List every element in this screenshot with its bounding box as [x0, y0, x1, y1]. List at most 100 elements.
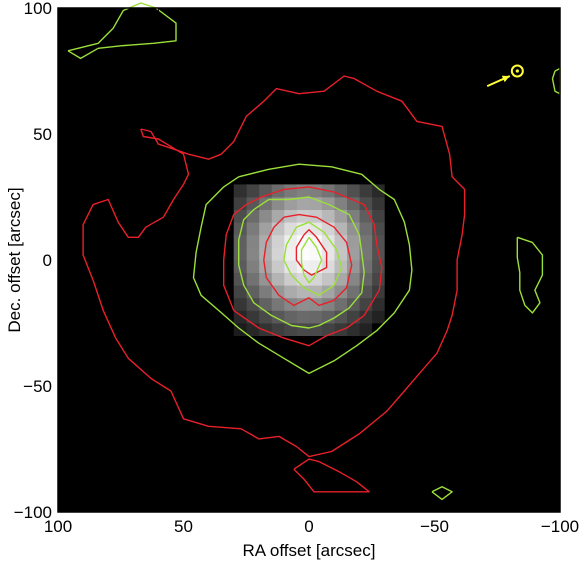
contour-line	[293, 458, 370, 493]
image-pixel	[271, 260, 285, 273]
x-axis-label: RA offset [arcsec]	[243, 541, 376, 560]
image-pixel	[346, 184, 360, 198]
y-tick-label: −100	[14, 503, 52, 522]
image-pixel	[309, 260, 322, 273]
x-tick-label: 100	[44, 517, 72, 536]
contour-line	[431, 486, 453, 501]
image-pixel	[359, 222, 373, 236]
contour-line	[67, 2, 177, 60]
image-pixel	[334, 285, 348, 299]
image-pixel	[233, 260, 247, 273]
image-pixel	[334, 310, 348, 324]
image-pixel	[271, 272, 285, 286]
image-pixel	[346, 234, 360, 248]
image-pixel	[233, 247, 247, 261]
y-tick-label: 50	[33, 125, 52, 144]
image-pixel	[371, 234, 385, 248]
image-pixel	[321, 272, 335, 286]
image-pixel	[334, 184, 348, 198]
image-pixel	[346, 323, 360, 336]
image-pixel	[309, 247, 322, 261]
image-pixel	[371, 297, 385, 311]
image-pixel	[321, 285, 335, 299]
image-pixel	[321, 234, 335, 248]
image-pixel	[309, 272, 322, 286]
image-pixel	[296, 197, 310, 210]
y-tick-label: −50	[23, 377, 52, 396]
image-pixel	[233, 184, 247, 198]
image-pixel	[359, 234, 373, 248]
image-pixel	[233, 297, 247, 311]
marker-arrow-head	[501, 75, 510, 83]
image-pixel	[321, 247, 335, 261]
image-pixel	[321, 323, 335, 336]
x-tick-label: 50	[174, 517, 193, 536]
image-pixel	[258, 297, 272, 311]
image-pixel	[258, 209, 272, 223]
image-pixel	[371, 197, 385, 210]
image-pixel	[359, 260, 373, 273]
image-pixel	[371, 310, 385, 324]
contour-line	[283, 221, 343, 296]
image-pixel	[271, 197, 285, 210]
image-pixel	[296, 247, 310, 261]
image-pixel	[271, 222, 285, 236]
marker-dot	[515, 69, 519, 73]
image-pixel	[309, 184, 322, 198]
y-tick-label: 0	[43, 251, 52, 270]
image-pixel	[346, 310, 360, 324]
image-pixel	[246, 247, 260, 261]
image-pixel	[309, 234, 322, 248]
image-pixel	[258, 222, 272, 236]
image-pixel	[334, 323, 348, 336]
image-pixel	[233, 209, 247, 223]
image-pixel	[283, 197, 297, 210]
x-tick-label: 0	[304, 517, 313, 536]
image-pixel	[296, 184, 310, 198]
image-pixel	[296, 310, 310, 324]
beam-marker	[486, 64, 524, 88]
image-pixel	[271, 234, 285, 248]
image-pixel	[271, 209, 285, 223]
image-pixel	[296, 297, 310, 311]
image-pixel	[321, 260, 335, 273]
axis-ticks	[57, 7, 561, 513]
contour-lines	[67, 2, 561, 501]
image-pixel	[283, 272, 297, 286]
image-pixel	[346, 197, 360, 210]
image-pixel	[258, 323, 272, 336]
image-pixel	[359, 323, 373, 336]
image-pixel	[233, 310, 247, 324]
image-pixel	[246, 297, 260, 311]
image-pixel	[271, 247, 285, 261]
image-pixel	[246, 222, 260, 236]
image-pixel	[321, 209, 335, 223]
image-pixel	[233, 222, 247, 236]
image-pixel	[359, 184, 373, 198]
image-pixel	[309, 209, 322, 223]
y-axis-label: Dec. offset [arcsec]	[5, 187, 24, 332]
image-pixel	[309, 222, 322, 236]
image-pixel	[359, 272, 373, 286]
image-pixel	[346, 260, 360, 273]
x-tick-label: −50	[420, 517, 449, 536]
image-pixel	[233, 197, 247, 210]
image-pixel	[296, 272, 310, 286]
image-pixel	[246, 323, 260, 336]
image-pixel	[258, 272, 272, 286]
image-pixel	[246, 272, 260, 286]
contour-line	[300, 236, 323, 284]
contour-line	[263, 213, 353, 307]
image-pixel	[283, 260, 297, 273]
image-pixel	[246, 260, 260, 273]
image-pixel	[334, 297, 348, 311]
image-pixel	[233, 272, 247, 286]
image-pixel	[283, 184, 297, 198]
image-pixel	[359, 310, 373, 324]
image-pixel	[359, 197, 373, 210]
image-pixel	[296, 323, 310, 336]
image-pixel	[271, 323, 285, 336]
image-pixel	[296, 209, 310, 223]
y-tick-label: 100	[24, 0, 52, 18]
image-pixel	[346, 285, 360, 299]
